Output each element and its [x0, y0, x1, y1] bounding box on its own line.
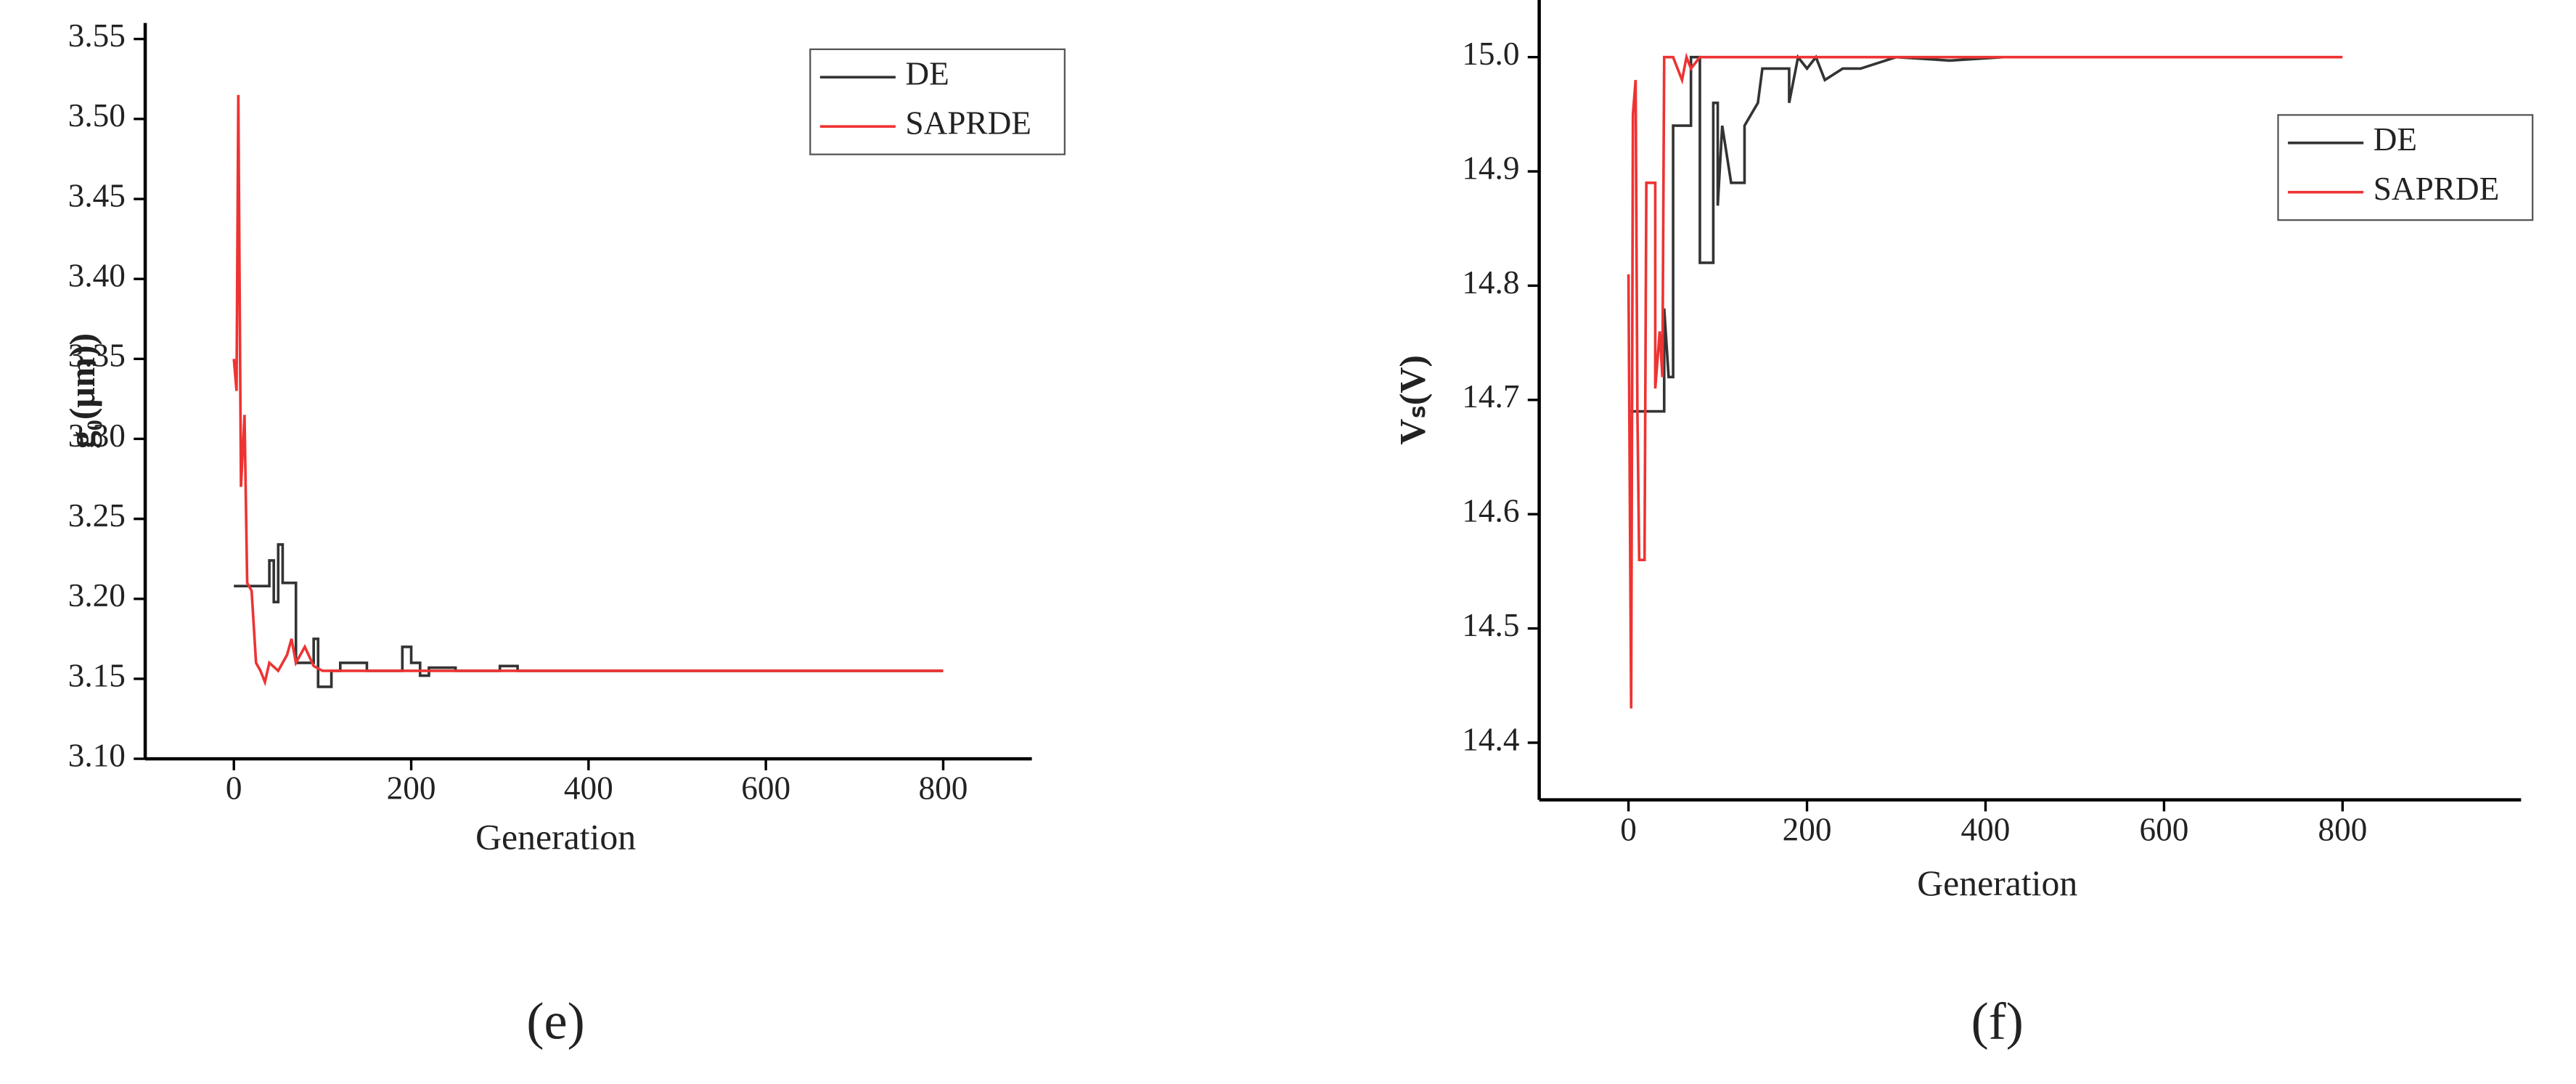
y-tick-label: 14.7	[1462, 378, 1519, 415]
legend-box	[2277, 114, 2534, 221]
y-tick-label: 3.10	[68, 737, 126, 773]
y-tick-label: 14.4	[1462, 721, 1519, 757]
x-tick-label: 600	[2140, 811, 2189, 847]
x-tick-label: 200	[1783, 811, 1832, 847]
y-tick-label: 3.50	[68, 97, 126, 134]
legend-label: SAPRDE	[905, 105, 1031, 142]
x-tick-label: 400	[1961, 811, 2011, 847]
y-tick-label: 3.15	[68, 657, 126, 693]
y-tick-label: 14.8	[1462, 264, 1519, 301]
legend-box	[809, 48, 1066, 155]
series-line	[234, 543, 944, 688]
y-tick-label: 3.55	[68, 17, 126, 54]
y-tick-label: 3.45	[68, 177, 126, 213]
y-tick-label: 3.40	[68, 258, 126, 294]
x-tick-label: 600	[741, 770, 790, 807]
x-axis-label: Generation	[1917, 863, 2077, 903]
y-tick-label: 14.6	[1462, 493, 1519, 529]
y-tick-label: 15.0	[1462, 36, 1519, 72]
caption: (f)	[1971, 992, 2024, 1050]
legend-label: DE	[2373, 121, 2417, 158]
caption: (e)	[526, 992, 584, 1050]
x-tick-label: 400	[564, 770, 613, 807]
y-tick-label: 14.9	[1462, 150, 1519, 186]
y-tick-label: 3.30	[68, 417, 126, 454]
y-tick-label: 3.20	[68, 577, 126, 614]
y-axis-label: g₀(μm))	[62, 333, 102, 449]
y-axis-label: Vₛ(V)	[1392, 355, 1432, 445]
y-tick-label: 3.25	[68, 497, 126, 534]
x-tick-label: 200	[387, 770, 436, 807]
x-tick-label: 0	[1620, 811, 1637, 847]
series-line	[1628, 54, 2004, 413]
series-line	[1627, 52, 2343, 709]
legend-label: SAPRDE	[2373, 171, 2499, 207]
series-line	[232, 94, 944, 687]
x-tick-label: 0	[226, 770, 242, 807]
legend-label: DE	[905, 56, 949, 92]
x-axis-label: Generation	[475, 818, 636, 857]
y-tick-label: 3.35	[68, 338, 126, 374]
x-tick-label: 800	[919, 770, 968, 807]
y-tick-label: 14.5	[1462, 607, 1519, 643]
x-tick-label: 800	[2318, 811, 2367, 847]
